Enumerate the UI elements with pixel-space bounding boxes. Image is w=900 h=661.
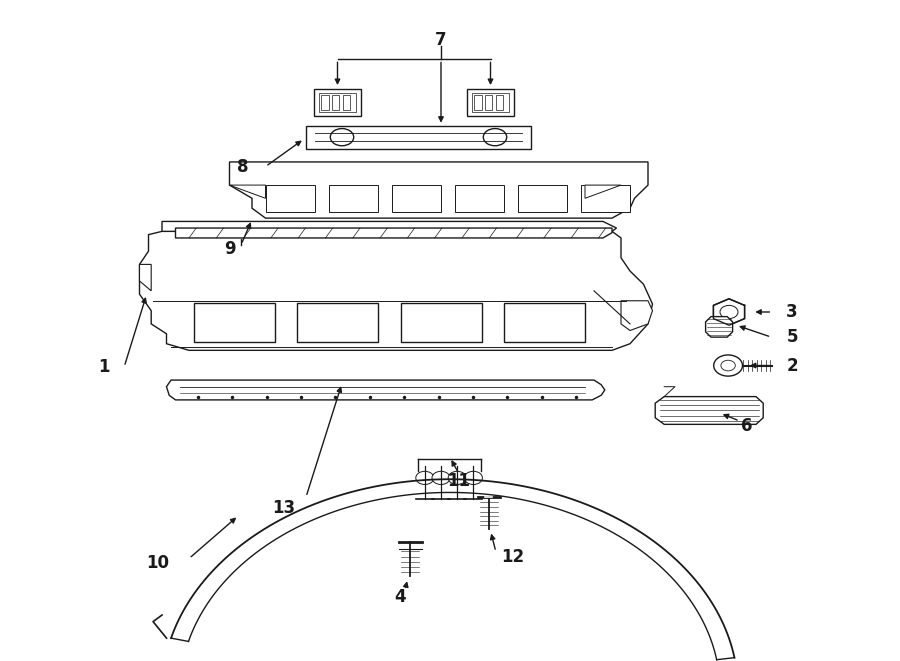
Polygon shape bbox=[176, 228, 612, 238]
Text: 5: 5 bbox=[787, 328, 797, 346]
Polygon shape bbox=[230, 162, 648, 218]
Bar bbox=[321, 95, 328, 110]
Text: 6: 6 bbox=[742, 417, 752, 436]
Polygon shape bbox=[166, 380, 605, 400]
Polygon shape bbox=[140, 264, 151, 291]
Bar bbox=[306, 126, 531, 149]
Circle shape bbox=[483, 128, 507, 145]
Bar bbox=[485, 95, 492, 110]
Circle shape bbox=[464, 471, 482, 485]
Polygon shape bbox=[162, 221, 617, 231]
Polygon shape bbox=[140, 231, 652, 350]
Text: 10: 10 bbox=[146, 554, 169, 572]
Bar bbox=[518, 185, 567, 212]
Bar bbox=[328, 185, 378, 212]
Text: 13: 13 bbox=[272, 498, 295, 517]
Polygon shape bbox=[706, 317, 733, 337]
Bar bbox=[392, 185, 441, 212]
Bar bbox=[474, 95, 482, 110]
Circle shape bbox=[720, 305, 738, 319]
Bar bbox=[297, 303, 378, 342]
Bar bbox=[314, 89, 361, 116]
Circle shape bbox=[448, 471, 466, 485]
Text: 11: 11 bbox=[447, 472, 471, 490]
Circle shape bbox=[721, 360, 735, 371]
Bar bbox=[266, 185, 315, 212]
Bar bbox=[194, 303, 274, 342]
Polygon shape bbox=[655, 397, 763, 424]
Text: 12: 12 bbox=[501, 547, 525, 566]
Bar bbox=[504, 303, 585, 342]
Text: 1: 1 bbox=[98, 358, 109, 376]
Text: 8: 8 bbox=[238, 157, 248, 176]
Circle shape bbox=[330, 128, 354, 145]
Bar bbox=[467, 89, 514, 116]
Bar bbox=[319, 93, 356, 112]
Text: 4: 4 bbox=[395, 588, 406, 606]
Circle shape bbox=[714, 355, 742, 376]
Bar bbox=[332, 95, 339, 110]
Text: 9: 9 bbox=[224, 240, 235, 258]
Polygon shape bbox=[621, 301, 652, 330]
Text: 2: 2 bbox=[787, 356, 797, 375]
Text: 3: 3 bbox=[787, 303, 797, 321]
Bar bbox=[343, 95, 350, 110]
Polygon shape bbox=[714, 299, 744, 325]
Bar bbox=[472, 93, 509, 112]
Bar bbox=[580, 185, 630, 212]
Circle shape bbox=[416, 471, 434, 485]
Polygon shape bbox=[230, 185, 266, 198]
Polygon shape bbox=[585, 185, 621, 198]
Bar bbox=[400, 303, 482, 342]
Text: 7: 7 bbox=[436, 30, 446, 49]
Bar bbox=[496, 95, 503, 110]
Bar bbox=[454, 185, 504, 212]
Circle shape bbox=[432, 471, 450, 485]
